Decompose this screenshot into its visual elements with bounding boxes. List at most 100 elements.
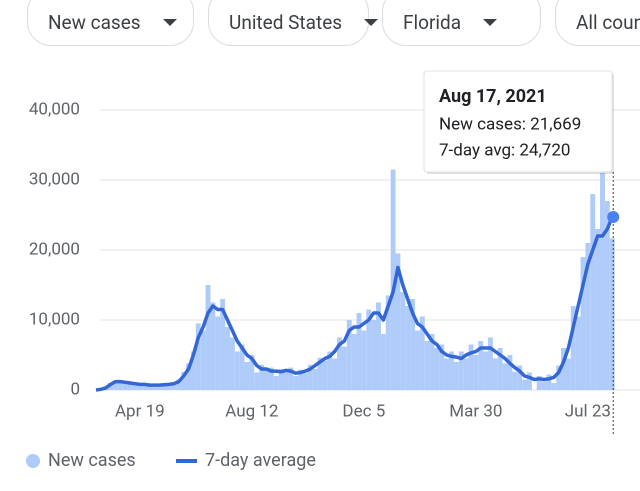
bar: [488, 337, 493, 390]
tooltip-line: New cases: 21,669: [439, 114, 581, 134]
bar: [507, 355, 513, 390]
filter-dropdown[interactable]: Florida: [382, 0, 541, 46]
bar: [585, 243, 591, 390]
bar: [570, 306, 576, 390]
bar: [473, 355, 479, 390]
bar: [190, 351, 196, 390]
bar: [229, 337, 235, 390]
bar: [419, 316, 425, 390]
hover-dot: [607, 210, 620, 223]
bar: [561, 348, 566, 390]
bar: [439, 344, 445, 390]
bar: [478, 341, 484, 390]
filter-label: All counties: [576, 10, 640, 34]
bar: [122, 381, 128, 390]
bar: [541, 381, 547, 390]
tooltip-box: [423, 70, 613, 173]
filter-label: Florida: [403, 10, 462, 34]
x-tick-label: Apr 19: [115, 401, 165, 421]
bar: [526, 372, 532, 390]
bar: [181, 371, 187, 390]
bar: [264, 370, 269, 390]
filter-dropdown[interactable]: All counties: [555, 0, 640, 46]
x-tick-label: Jul 23: [565, 401, 611, 421]
bar: [390, 169, 396, 390]
bar: [234, 351, 240, 390]
bar: [551, 383, 557, 390]
bar: [288, 367, 294, 390]
bar: [249, 355, 255, 390]
bar: [512, 371, 518, 390]
filter-dropdown[interactable]: New cases: [27, 0, 194, 46]
bar: [410, 299, 415, 390]
bar: [156, 385, 162, 390]
tooltip-line: 7-day avg: 24,720: [439, 140, 570, 160]
bar: [395, 253, 401, 390]
bar: [259, 364, 265, 390]
bar: [380, 334, 386, 390]
bar: [220, 299, 226, 390]
bar: [205, 285, 211, 390]
bar: [147, 385, 153, 390]
legend-label: New cases: [48, 450, 136, 471]
bar: [298, 369, 303, 390]
bar: [327, 351, 333, 390]
bar: [424, 341, 430, 390]
bar: [414, 330, 420, 390]
bar: [215, 316, 221, 390]
bar: [546, 374, 552, 390]
bar: [468, 344, 474, 390]
bar: [400, 292, 406, 390]
bar: [322, 360, 328, 390]
bar: [137, 385, 143, 390]
bar: [458, 351, 464, 390]
bar: [127, 383, 133, 390]
legend-swatch: [26, 454, 40, 468]
bar: [609, 238, 615, 390]
y-tick-label: 10,000: [29, 309, 80, 329]
bar: [293, 376, 299, 390]
y-tick-label: 30,000: [29, 169, 80, 189]
bar: [341, 346, 347, 390]
bar: [405, 306, 411, 390]
bar: [166, 385, 172, 390]
bar: [186, 363, 191, 390]
bar: [580, 257, 586, 390]
tooltip: Aug 17, 2021 New cases: 21,669 7-day avg: …: [423, 70, 614, 174]
bar: [492, 358, 498, 390]
bar: [176, 379, 182, 390]
filter-dropdown[interactable]: United States: [208, 0, 379, 46]
bar: [239, 344, 245, 390]
bar: [307, 364, 313, 390]
bar: [225, 327, 230, 390]
bar: [171, 382, 177, 390]
filter-label: New cases: [48, 10, 141, 34]
x-tick-label: Mar 30: [449, 401, 502, 421]
bar: [317, 357, 323, 390]
bar: [337, 337, 342, 390]
bar: [556, 365, 562, 390]
filter-label: United States: [229, 10, 343, 34]
bar: [361, 330, 367, 390]
y-tick-label: 40,000: [29, 99, 80, 119]
bar: [434, 348, 440, 390]
tooltip-title: Aug 17, 2021: [439, 86, 547, 107]
legend-label: 7-day average: [205, 450, 316, 471]
bar: [200, 330, 206, 390]
caret-icon: [162, 18, 177, 26]
bar: [356, 313, 362, 390]
bar: [312, 369, 318, 390]
x-tick-label: Dec 5: [342, 401, 385, 421]
bar: [332, 358, 338, 390]
bar: [595, 229, 601, 390]
bar: [283, 372, 289, 390]
bar: [565, 358, 571, 390]
bar: [483, 351, 489, 390]
bar: [366, 309, 372, 390]
caret-icon: [364, 18, 379, 26]
bar: [161, 383, 167, 390]
line: [95, 216, 614, 392]
bar: [371, 320, 377, 390]
